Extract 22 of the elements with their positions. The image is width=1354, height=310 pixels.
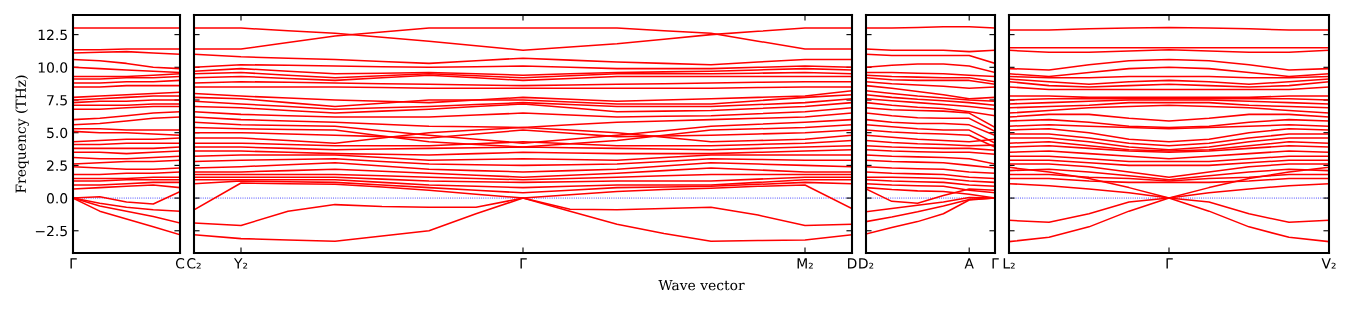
x-tick-label: M₂ bbox=[797, 258, 813, 269]
x-tick-label: V₂ bbox=[1321, 258, 1336, 269]
x-tick-label: Y₂ bbox=[233, 258, 248, 269]
y-tick-label: 5.0 bbox=[47, 127, 68, 139]
x-axis-title: Wave vector bbox=[658, 279, 745, 291]
x-tick-label: D₂ bbox=[859, 258, 874, 269]
x-tick-label: C bbox=[175, 258, 185, 269]
y-tick-label: 0.0 bbox=[46, 193, 68, 204]
x-tick-label: A bbox=[964, 258, 974, 269]
x-tick-label: Γ bbox=[992, 258, 999, 269]
y-tick-label: 2.5 bbox=[47, 160, 67, 171]
x-tick-label: C₂ bbox=[187, 258, 201, 269]
x-tick-label: Γ bbox=[520, 258, 527, 269]
x-tick-label: Γ bbox=[1166, 258, 1173, 269]
y-tick-label: 12.5 bbox=[38, 29, 67, 41]
x-tick-label: Γ bbox=[70, 258, 77, 269]
x-tick-label: L₂ bbox=[1003, 258, 1015, 269]
y-tick-label: −2.5 bbox=[35, 225, 67, 237]
y-axis-title: Frequency (THz) bbox=[15, 75, 29, 193]
y-tick-label: 10.0 bbox=[38, 62, 68, 73]
x-tick-label: D bbox=[848, 258, 857, 269]
y-tick-label: 7.5 bbox=[47, 95, 67, 106]
